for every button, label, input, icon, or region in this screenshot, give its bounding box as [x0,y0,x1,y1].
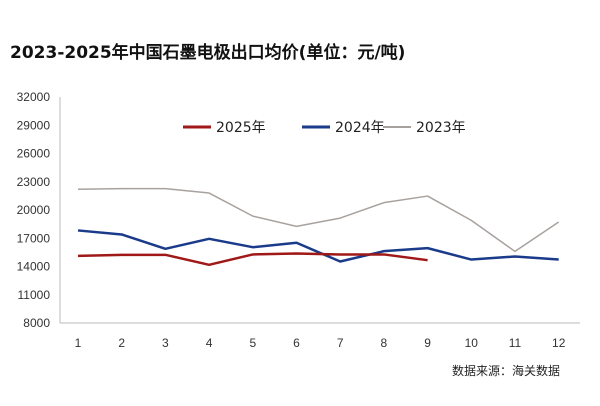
x-tick-label: 1 [75,336,82,350]
y-tick-label: 14000 [17,260,51,274]
x-tick-label: 3 [162,336,169,350]
y-tick-label: 8000 [23,316,50,330]
chart-title: 2023-2025年中国石墨电极出口均价(单位：元/吨) [10,43,406,63]
series-line-2025年 [77,252,428,267]
x-tick-label: 7 [337,336,344,350]
y-tick-label: 11000 [18,288,51,302]
x-tick-label: 4 [206,336,213,350]
legend-label: 2023年 [416,120,466,136]
x-tick-label: 11 [509,336,522,350]
series-line-2024年 [77,229,559,263]
y-tick-label: 26000 [17,147,51,161]
x-tick-label: 2 [118,336,125,350]
x-tick-label: 5 [249,336,256,350]
x-tick-label: 12 [552,336,566,350]
series-line-2023年 [77,187,560,253]
y-tick-label: 17000 [17,231,51,245]
y-tick-label: 23000 [17,175,51,189]
x-tick-label: 10 [465,336,479,350]
y-tick-label: 20000 [17,203,51,217]
x-tick-label: 6 [293,336,300,350]
y-tick-label: 29000 [17,118,51,132]
x-tick-label: 9 [424,336,431,350]
y-tick-label: 32000 [17,90,51,104]
legend-label: 2025年 [216,120,266,136]
source-note: 数据来源：海关数据 [452,364,561,378]
x-tick-label: 8 [381,336,388,350]
legend-label: 2024年 [335,120,385,136]
